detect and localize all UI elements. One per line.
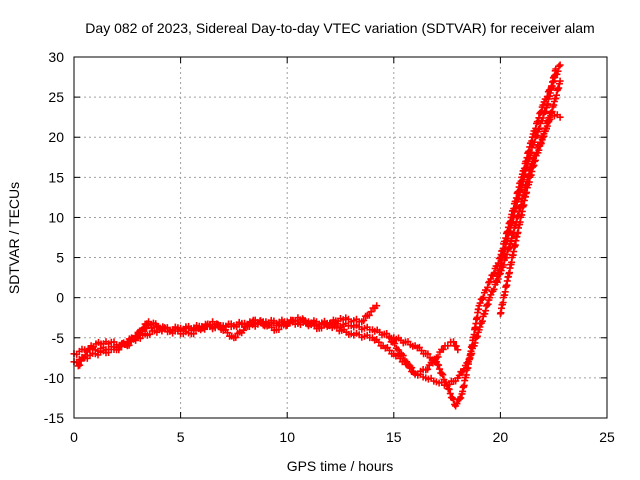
data-points — [496, 109, 564, 318]
y-tick-label: 15 — [48, 169, 64, 185]
series-track-d — [492, 65, 560, 286]
chart-title: Day 082 of 2023, Sidereal Day-to-day VTE… — [85, 20, 594, 36]
data-points — [74, 302, 381, 370]
y-tick-label: 30 — [48, 49, 64, 65]
grid-layer — [74, 57, 607, 418]
y-tick-label: 5 — [56, 250, 64, 266]
y-axis-label: SDTVAR / TECUs — [6, 182, 22, 294]
y-tick-label: -15 — [44, 410, 64, 426]
data-points — [70, 77, 564, 390]
x-tick-label: 25 — [599, 429, 615, 445]
x-tick-label: 5 — [177, 429, 185, 445]
data-points — [386, 334, 462, 378]
series-track-a — [70, 61, 564, 410]
tick-layer: 0 5 10 15 20 25 -15 -10 -5 0 5 10 15 20 25 30 — [44, 49, 615, 445]
series-track-f — [74, 302, 381, 370]
data-layer — [70, 61, 564, 410]
plot-frame — [73, 56, 608, 419]
y-tick-label: 25 — [48, 89, 64, 105]
series-track-c — [386, 334, 462, 378]
y-tick-label: -5 — [52, 330, 65, 346]
x-axis-label: GPS time / hours — [287, 458, 394, 474]
data-points — [492, 65, 560, 286]
y-tick-label: 10 — [48, 209, 64, 225]
x-tick-label: 15 — [386, 429, 402, 445]
x-tick-label: 20 — [493, 429, 509, 445]
y-tick-label: 0 — [56, 290, 64, 306]
series-track-e — [496, 109, 564, 318]
series-track-b — [70, 77, 564, 390]
y-tick-label: 20 — [48, 129, 64, 145]
x-tick-label: 10 — [279, 429, 295, 445]
x-tick-label: 0 — [70, 429, 78, 445]
y-tick-label: -10 — [44, 370, 64, 386]
data-points — [70, 61, 564, 410]
